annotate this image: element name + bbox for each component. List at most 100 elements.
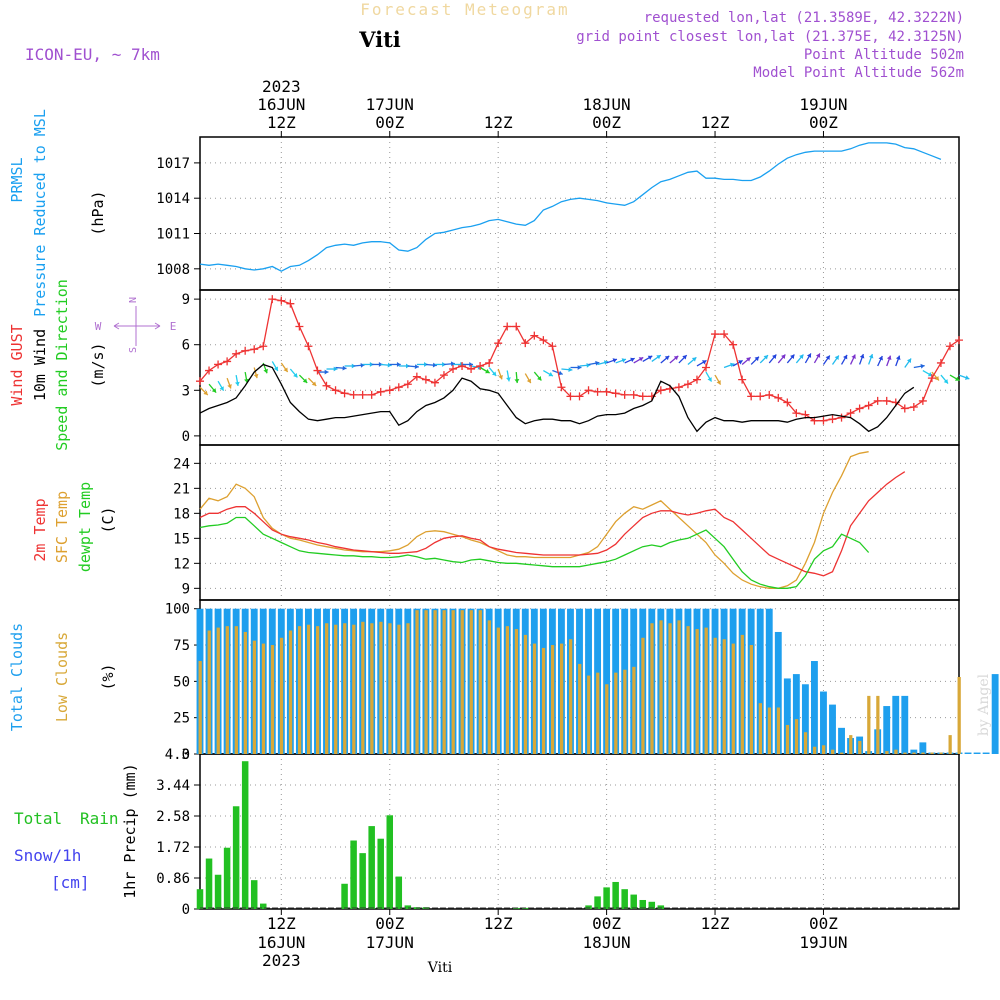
total-cloud-bar [829, 704, 836, 754]
gust-marker [205, 366, 214, 375]
wind-arrow [317, 369, 329, 375]
wind-arrow [543, 369, 554, 377]
gust-marker [367, 390, 376, 399]
wind-arrow-head [577, 365, 582, 370]
wind-arrow-head [203, 390, 208, 396]
y-tick-label: 1014 [156, 191, 190, 207]
wind-arrow [696, 359, 707, 367]
wind-arrow-head [612, 358, 617, 363]
wind-arrow-head [707, 377, 712, 382]
wind-arrow [615, 358, 627, 364]
low-cloud-bar [261, 643, 266, 754]
low-cloud-bar [216, 627, 220, 754]
y-tick-label: 15 [173, 531, 190, 547]
y-tick-label: 3.44 [156, 778, 190, 794]
wind-arrow [271, 361, 279, 372]
total-cloud-label: Total Clouds [8, 623, 26, 731]
wind-arrow [307, 377, 317, 387]
rain-bar [594, 896, 601, 909]
wind-arrow [561, 367, 573, 373]
wind-arrow-head [799, 354, 804, 359]
wind-arrow [208, 383, 217, 394]
wind-arrow-head [414, 364, 419, 370]
wind-arrow-head [746, 357, 751, 362]
wind-arrow [633, 356, 644, 364]
gust-marker [539, 336, 548, 345]
gust-marker [376, 387, 385, 396]
wind-arrow-head [537, 376, 542, 381]
gust-marker [521, 339, 530, 348]
low-cloud-bar [279, 637, 284, 754]
total-cloud-bar [964, 752, 972, 754]
top-tick-hour: 00Z [809, 113, 838, 132]
gust-marker [747, 392, 756, 401]
low-cloud-bar [569, 639, 573, 754]
gust-marker [792, 409, 801, 418]
low-cloud-bar [758, 703, 763, 754]
wind-arrow [714, 374, 722, 385]
wind-arrow [353, 362, 365, 368]
y-tick-label: 0 [182, 902, 190, 918]
low-cloud-bar [415, 610, 419, 754]
wind-arrow-head [843, 354, 848, 360]
rain-bar [639, 899, 647, 909]
cloud-unit: (%) [99, 663, 117, 690]
gust-marker [548, 342, 557, 351]
low-cloud-bar [252, 640, 257, 754]
low-cloud-bar [496, 627, 500, 754]
gust-marker [765, 390, 774, 399]
pressure-unit: (hPa) [89, 190, 107, 235]
wind-arrow-head [558, 370, 563, 376]
wind-arrow-head [514, 379, 520, 384]
wind-arrow [840, 354, 848, 365]
low-cloud-bar [930, 752, 934, 754]
gust-marker [783, 398, 792, 407]
y-tick-label: 18 [173, 506, 190, 522]
gust-marker [340, 389, 349, 398]
low-cloud-bar [234, 626, 238, 754]
rain-bar [395, 876, 403, 909]
gust-marker [620, 390, 629, 399]
wind-arrow [822, 355, 831, 365]
wind-arrow-head [730, 362, 735, 368]
wind-arrow-head [630, 357, 635, 363]
y-tick-label: 25 [173, 711, 190, 727]
rain-bar [214, 874, 222, 909]
gust-marker [566, 392, 575, 401]
wind-arrow [795, 354, 804, 364]
rain-bar [350, 840, 357, 909]
bottom-tick-hour: 12Z [484, 914, 513, 933]
wind-arrow-head [324, 369, 329, 375]
rain-bar [585, 905, 592, 909]
gust-marker [774, 393, 783, 402]
low-cloud-bar [541, 647, 546, 754]
wind-arrow [877, 355, 883, 367]
low-cloud-bar [514, 629, 519, 754]
wind-arrow [588, 360, 600, 366]
wind-arrow-head [387, 362, 392, 368]
wind-arrow [597, 360, 609, 366]
wind-arrow [687, 356, 697, 365]
bottom-tick-hour: 00Z [592, 914, 621, 933]
y-tick-label: 9 [182, 292, 190, 308]
wind-arrow [868, 353, 874, 365]
low-cloud-bar [686, 626, 690, 754]
gust-marker [819, 416, 828, 425]
wind-arrow-head [701, 360, 707, 365]
sfc-temp-line [199, 451, 869, 589]
wind-arrow-head [656, 355, 661, 360]
bottom-tick-date: 18JUN [583, 933, 631, 952]
wind-arrow [389, 362, 401, 367]
low-cloud-bar [361, 621, 365, 754]
wind-arrow-head [815, 353, 821, 358]
total-cloud-bar [765, 608, 773, 754]
compass-icon: N S W E [95, 297, 177, 353]
wind-arrow [705, 371, 713, 382]
wind-arrow [669, 355, 679, 364]
wind-arrow [660, 355, 670, 364]
gust-marker [882, 396, 891, 405]
wind-arrow-head [920, 363, 925, 369]
low-cloud-bar [316, 626, 320, 754]
low-cloud-bar [478, 610, 482, 754]
